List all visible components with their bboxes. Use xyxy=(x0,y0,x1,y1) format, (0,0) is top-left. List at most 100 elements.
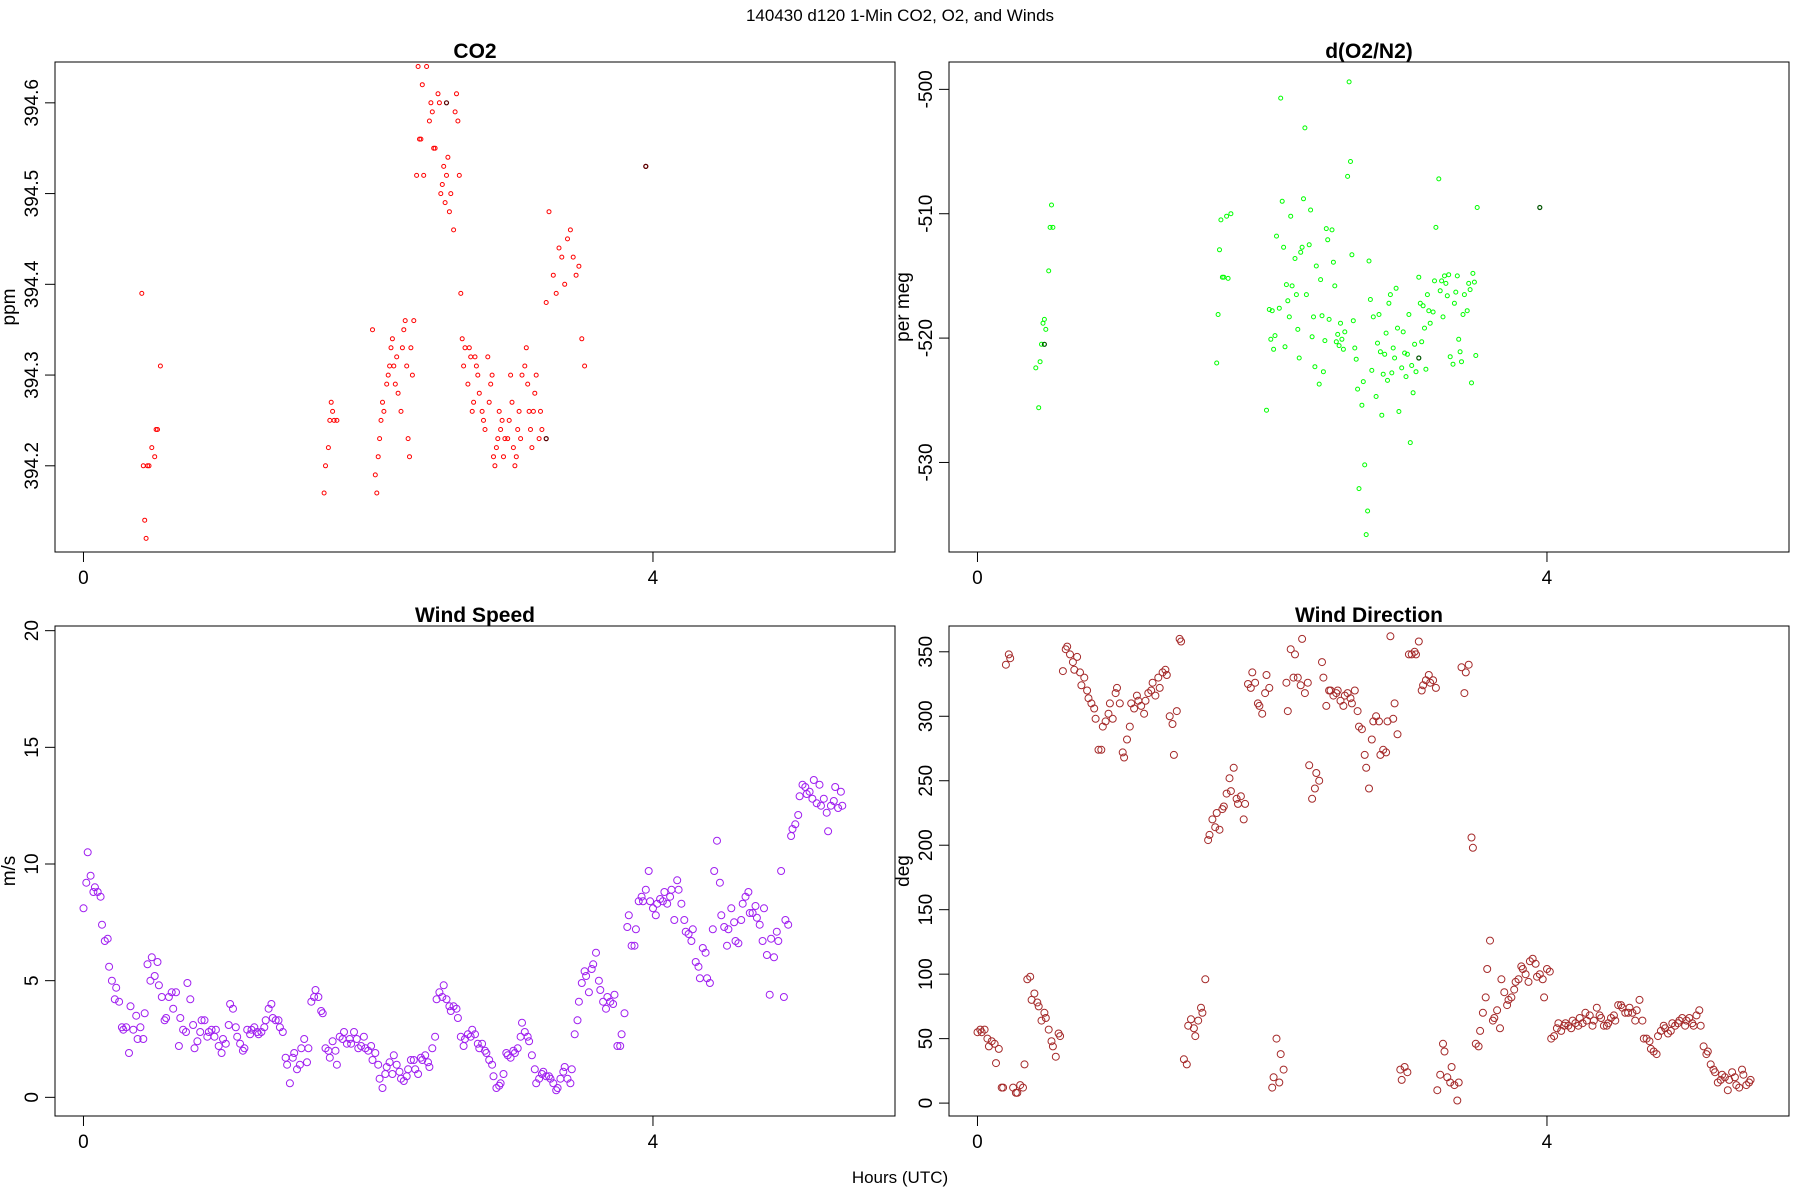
wind_speed-data-point xyxy=(819,794,828,803)
wind_dir-data-point xyxy=(1609,1011,1618,1020)
wind_speed-data-point xyxy=(752,913,761,922)
o2n2-data-point xyxy=(1336,343,1342,349)
co2-data-point xyxy=(421,172,427,178)
co2-data-point xyxy=(399,345,405,351)
wind_speed-data-point xyxy=(717,911,726,920)
wind_dir-data-point xyxy=(1711,1068,1719,1077)
wind_dir-data-point xyxy=(1308,794,1317,803)
co2-y-tick-label: 394.4 xyxy=(22,260,43,308)
wind_speed-data-point xyxy=(703,974,712,983)
wind_dir-data-point xyxy=(1058,667,1067,676)
o2n2-data-point xyxy=(1268,336,1274,342)
wind_speed-data-point xyxy=(428,1044,437,1053)
co2-data-point xyxy=(498,427,504,432)
wind_speed-data-point xyxy=(456,1032,465,1041)
wind_speed-data-point xyxy=(762,951,771,959)
o2n2-data-point xyxy=(1320,369,1326,375)
wind_dir-data-point xyxy=(1132,691,1141,700)
wind_dir-data-point xyxy=(1496,1024,1504,1033)
wind_speed-data-point xyxy=(172,988,180,997)
wind_dir-data-point xyxy=(1478,1008,1487,1017)
co2-data-point xyxy=(533,372,539,378)
wind_speed-data-point xyxy=(545,1072,553,1081)
co2-data-point xyxy=(328,399,334,405)
wind_dir-data-point xyxy=(1414,637,1423,646)
wind_speed-data-point xyxy=(838,801,847,810)
co2-data-point xyxy=(488,381,494,387)
wind_dir-data-point xyxy=(1739,1070,1748,1079)
wind_speed-data-point xyxy=(610,990,619,999)
wind_dir-data-point xyxy=(1222,789,1231,798)
wind_speed-points xyxy=(79,776,847,1095)
wind_dir-data-point xyxy=(999,1083,1008,1092)
wind_speed-data-point xyxy=(133,1035,142,1043)
wind_dir-data-point xyxy=(1429,676,1438,685)
wind_dir-data-point xyxy=(1333,686,1342,695)
wind_dir-data-point xyxy=(1671,1021,1680,1030)
wind_speed-data-point xyxy=(829,797,838,805)
wind_speed-data-point xyxy=(651,911,660,920)
o2n2-data-point xyxy=(1403,374,1409,380)
o2n2-data-point xyxy=(1409,363,1415,368)
wind_dir-data-point xyxy=(1318,658,1326,667)
wind_dir-data-point xyxy=(1412,650,1420,659)
wind_dir-data-point xyxy=(1077,681,1086,690)
wind_speed-data-point xyxy=(660,888,669,896)
wind_speed-data-point xyxy=(236,1039,245,1048)
wind_speed-data-point xyxy=(231,1023,240,1032)
o2n2-y-tick-label: -530 xyxy=(916,443,937,481)
o2n2-title: d(O2/N2) xyxy=(1325,40,1413,63)
wind_dir-data-point xyxy=(1034,1002,1043,1011)
wind_dir-data-point xyxy=(1044,1025,1053,1034)
wind_speed-data-point xyxy=(734,939,743,948)
co2-data-point xyxy=(445,154,451,160)
wind_speed-data-point xyxy=(288,1053,297,1062)
wind_speed-data-point xyxy=(297,1044,306,1053)
wind_dir-points xyxy=(973,632,1755,1105)
wind_speed-data-point xyxy=(777,867,786,875)
wind_speed-data-point xyxy=(438,993,447,1001)
wind_dir-data-point xyxy=(1624,1008,1633,1017)
wind_speed-data-point xyxy=(300,1035,309,1043)
wind_speed-data-point xyxy=(368,1056,377,1064)
wind_dir-data-point xyxy=(1738,1065,1746,1074)
o2n2-points xyxy=(1033,79,1543,538)
wind_dir-data-point xyxy=(1574,1021,1583,1030)
wind_speed-y-axis-label: m/s xyxy=(0,856,20,887)
wind_dir-data-point xyxy=(1312,769,1321,777)
o2n2-data-point xyxy=(1335,331,1341,337)
wind_dir-data-point xyxy=(1454,1078,1463,1087)
co2-highlight-point xyxy=(543,436,549,442)
wind_speed-data-point xyxy=(478,1039,487,1048)
wind_dir-data-point xyxy=(1189,1024,1198,1033)
wind_speed-data-point xyxy=(409,1056,418,1064)
wind_speed-data-point xyxy=(96,892,105,901)
wind_speed-data-point xyxy=(760,904,768,913)
o2n2-data-point xyxy=(1033,365,1039,371)
co2-data-point xyxy=(142,517,148,523)
co2-data-point xyxy=(418,136,424,142)
co2-data-point xyxy=(553,290,559,296)
wind_dir-data-point xyxy=(1140,709,1149,718)
o2n2-data-point xyxy=(1427,320,1433,326)
wind_dir-data-point xyxy=(1041,1014,1050,1022)
wind_dir-data-point xyxy=(1666,1026,1675,1035)
wind_dir-data-point xyxy=(1255,701,1264,710)
wind_speed-data-point xyxy=(295,1060,304,1069)
wind_speed-data-point xyxy=(254,1030,263,1039)
wind_dir-data-point xyxy=(1611,1016,1620,1025)
wind_dir-data-point xyxy=(1016,1081,1025,1090)
o2n2-data-point xyxy=(1318,277,1324,283)
co2-data-point xyxy=(442,200,448,206)
o2n2-data-point xyxy=(1404,351,1410,357)
o2n2-data-point xyxy=(1382,351,1388,357)
wind_speed-data-point xyxy=(129,1025,138,1034)
wind_speed-data-point xyxy=(489,1072,498,1081)
wind_dir-data-point xyxy=(1033,998,1042,1007)
o2n2-data-point xyxy=(1359,402,1365,408)
wind_dir-data-point xyxy=(1282,678,1291,687)
wind_dir-data-point xyxy=(1397,1075,1406,1084)
co2-data-point xyxy=(522,363,528,369)
wind_speed-data-point xyxy=(779,993,788,1001)
